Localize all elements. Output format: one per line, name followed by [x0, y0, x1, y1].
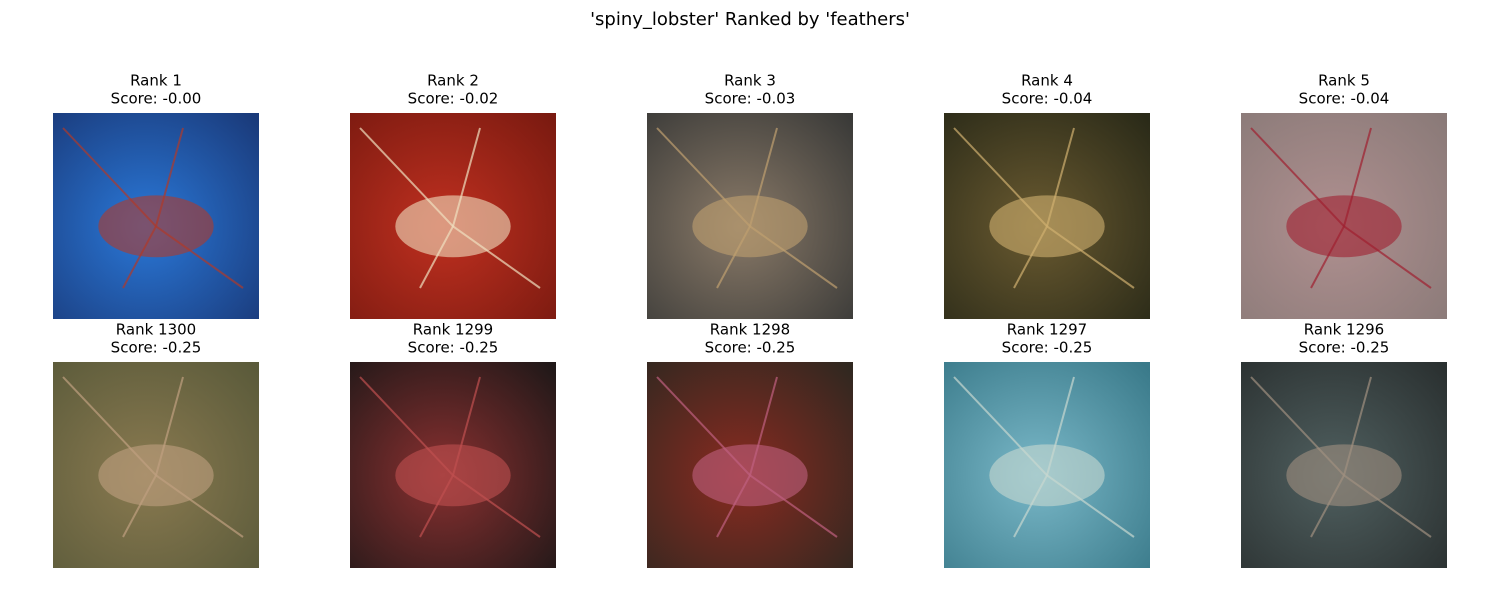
- photo-antenna: [359, 376, 454, 476]
- photo-antenna: [749, 376, 778, 476]
- photo-antenna: [155, 474, 244, 538]
- panel-score: Score: -0.03: [705, 90, 796, 108]
- panel-score: Score: -0.25: [705, 339, 796, 357]
- photo-antenna: [716, 474, 751, 538]
- panel-rank: Rank 1298: [710, 321, 790, 339]
- photo-antenna: [656, 127, 751, 227]
- photo-antenna: [452, 127, 481, 227]
- photo-antenna: [1013, 474, 1048, 538]
- photo-antenna: [749, 127, 778, 227]
- photo-antenna: [1343, 225, 1432, 289]
- photo-antenna: [1046, 474, 1135, 538]
- panel-rank: Rank 1297: [1007, 321, 1087, 339]
- photo-antenna: [419, 225, 454, 289]
- panel-score: Score: -0.02: [408, 90, 499, 108]
- photo-antenna: [953, 127, 1048, 227]
- panel-rank: Rank 3: [724, 72, 776, 90]
- photo-antenna: [1046, 225, 1135, 289]
- photo-antenna: [1250, 127, 1345, 227]
- panel-score: Score: -0.04: [1002, 90, 1093, 108]
- photo-antenna: [1250, 376, 1345, 476]
- photo-antenna: [452, 225, 541, 289]
- photo-antenna: [1013, 225, 1048, 289]
- panel-score: Score: -0.04: [1299, 90, 1390, 108]
- photo-antenna: [1343, 376, 1372, 476]
- photo-antenna: [656, 376, 751, 476]
- photo-antenna: [452, 474, 541, 538]
- photo-antenna: [1046, 127, 1075, 227]
- photo-antenna: [1046, 376, 1075, 476]
- photo-antenna: [716, 225, 751, 289]
- photo-antenna: [1343, 474, 1432, 538]
- panel-rank: Rank 1296: [1304, 321, 1384, 339]
- panel-score: Score: -0.25: [111, 339, 202, 357]
- panel-rank: Rank 2: [427, 72, 479, 90]
- photo-antenna: [359, 127, 454, 227]
- photo-antenna: [1343, 127, 1372, 227]
- photo-antenna: [62, 127, 157, 227]
- panel-score: Score: -0.25: [408, 339, 499, 357]
- photo-antenna: [749, 225, 838, 289]
- panel-rank: Rank 1: [130, 72, 182, 90]
- photo-antenna: [155, 127, 184, 227]
- photo-antenna: [1310, 225, 1345, 289]
- photo-antenna: [155, 376, 184, 476]
- photo-antenna: [1310, 474, 1345, 538]
- photo-antenna: [749, 474, 838, 538]
- photo-antenna: [155, 225, 244, 289]
- photo-antenna: [419, 474, 454, 538]
- panel-rank: Rank 1299: [413, 321, 493, 339]
- panel-rank: Rank 4: [1021, 72, 1073, 90]
- panel-rank: Rank 5: [1318, 72, 1370, 90]
- photo-antenna: [122, 225, 157, 289]
- photo-antenna: [953, 376, 1048, 476]
- photo-antenna: [62, 376, 157, 476]
- panel-rank: Rank 1300: [116, 321, 196, 339]
- figure-title: 'spiny_lobster' Ranked by 'feathers': [590, 9, 910, 30]
- photo-antenna: [122, 474, 157, 538]
- photo-antenna: [452, 376, 481, 476]
- panel-score: Score: -0.00: [111, 90, 202, 108]
- panel-score: Score: -0.25: [1299, 339, 1390, 357]
- panel-score: Score: -0.25: [1002, 339, 1093, 357]
